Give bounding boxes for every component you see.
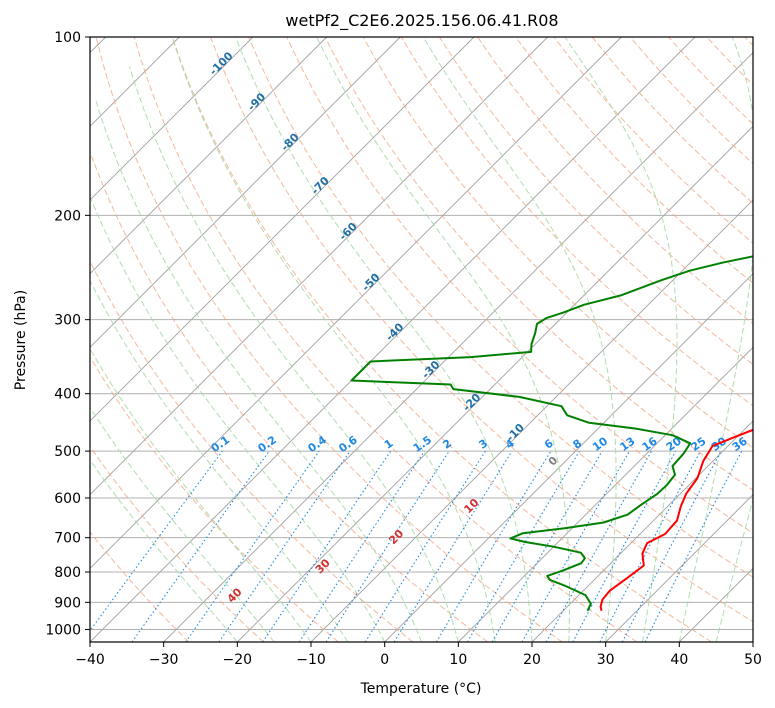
- x-axis-ticks: −40 −30 −20 −10 0 10 20 30 40 50: [75, 642, 762, 668]
- moist-adiabat-line: [422, 37, 617, 642]
- y-axis-ticks: 100 200 300 400 500 600 700 800 900 1000: [45, 30, 90, 638]
- isotherm-line: [90, 37, 327, 275]
- x-tick-label: −20: [223, 652, 253, 668]
- moist-adiabat-line: [171, 37, 496, 642]
- mixing-ratio-line: [521, 450, 630, 642]
- dry-adiabat-line: [90, 259, 414, 642]
- mixing-ratio-line: [90, 450, 223, 632]
- dry-adiabat-line: [90, 531, 190, 642]
- moist-adiabat-line: [90, 279, 349, 642]
- x-tick-label: 30: [597, 652, 615, 668]
- plot-frame: [89, 36, 754, 643]
- x-tick-label: 50: [744, 652, 762, 668]
- y-tick-label: 700: [54, 531, 81, 547]
- moist-adiabat-line: [752, 639, 753, 642]
- x-tick-label: 0: [380, 652, 389, 668]
- dewpoint-line: [350, 255, 753, 612]
- dry-adiabat-line: [438, 37, 753, 366]
- isotherm-line: [90, 37, 401, 348]
- isotherm-line: [384, 273, 753, 642]
- isotherm-line: [90, 37, 254, 201]
- moist-adiabat-line: [90, 406, 275, 642]
- y-tick-label: 600: [54, 491, 81, 507]
- dry-adiabat-line: [400, 37, 753, 407]
- x-tick-label: −30: [149, 652, 179, 668]
- dry-adiabat-line: [90, 150, 488, 642]
- x-tick-label: −10: [296, 652, 326, 668]
- moist-adiabat-line: [95, 100, 422, 642]
- temperature-line: [599, 428, 753, 612]
- moist-adiabat-line: [90, 347, 312, 642]
- dry-adiabat-line: [90, 445, 264, 642]
- mixing-ratio-line: [131, 450, 270, 642]
- mixing-ratio-line: [545, 450, 653, 642]
- dry-adiabat-line: [133, 37, 638, 642]
- y-tick-label: 500: [54, 444, 81, 460]
- profile-lines: [350, 255, 753, 612]
- isotherm-line: [605, 494, 753, 642]
- isotherm-line: [90, 37, 548, 496]
- y-tick-label: 900: [54, 595, 81, 611]
- dry-adiabat-line: [248, 37, 753, 578]
- mixing-ratio-line: [185, 450, 320, 642]
- moist-adiabat-line: [678, 37, 753, 642]
- chart-title: wetPf2_C2E6.2025.156.06.41.R08: [285, 11, 558, 31]
- isotherm-line: [90, 37, 475, 422]
- mixing-ratio-line: [393, 450, 513, 642]
- isotherm-line: [90, 37, 622, 569]
- y-tick-label: 100: [54, 30, 81, 46]
- dry-adiabat-line: [90, 356, 339, 642]
- mixing-ratio-line: [572, 450, 677, 642]
- mixing-ratio-line: [298, 450, 425, 642]
- isotherm-line: [237, 125, 753, 642]
- y-tick-label: 300: [54, 313, 81, 329]
- x-tick-label: −40: [75, 652, 105, 668]
- dry-adiabat-line: [286, 37, 753, 534]
- background-lines: [90, 37, 753, 642]
- dry-adiabat-line: [171, 37, 712, 642]
- isotherm-line: [752, 641, 753, 642]
- x-tick-label: 20: [523, 652, 541, 668]
- x-tick-label: 40: [670, 652, 688, 668]
- moist-adiabat-line: [129, 66, 459, 642]
- dry-adiabat-line: [210, 37, 753, 623]
- y-tick-label: 800: [54, 565, 81, 581]
- mixing-ratio-line: [644, 450, 743, 642]
- moist-adiabat-line: [90, 459, 238, 642]
- y-tick-label: 400: [54, 387, 81, 403]
- mixing-ratio-line: [325, 450, 450, 642]
- isotherm-line: [531, 420, 753, 642]
- x-tick-label: 10: [449, 652, 467, 668]
- y-axis-label: Pressure (hPa): [13, 290, 29, 390]
- isotherm-line: [458, 346, 753, 642]
- moist-adiabat-line: [235, 37, 533, 642]
- y-tick-label: 200: [54, 208, 81, 224]
- mixing-ratio-line: [262, 450, 392, 642]
- mixing-ratio-line: [218, 450, 351, 642]
- dry-adiabat-line: [95, 37, 563, 642]
- moist-adiabat-line: [316, 37, 571, 642]
- dry-adiabat-line: [515, 37, 753, 284]
- y-tick-label: 1000: [45, 622, 81, 638]
- isotherm-line: [163, 52, 753, 642]
- x-axis-label: Temperature (°C): [360, 681, 482, 697]
- moist-adiabat-line: [90, 195, 386, 642]
